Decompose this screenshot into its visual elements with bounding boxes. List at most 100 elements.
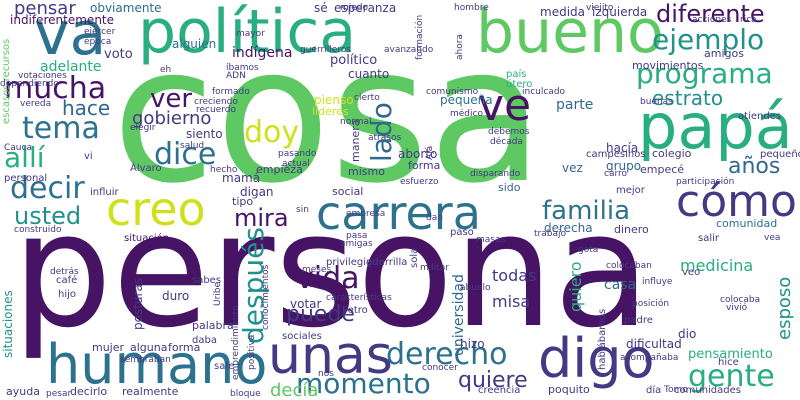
word-quiero: quiero	[566, 261, 585, 312]
word-diferente: diferente	[656, 0, 765, 28]
word-posturas: posturas	[131, 277, 145, 330]
word-ahora: ahora	[455, 34, 465, 60]
word-vereda: vereda	[20, 99, 52, 109]
word-esperanza: esperanza	[334, 1, 397, 15]
word-politico: político	[330, 53, 378, 68]
word-derecha: derecha	[544, 221, 593, 235]
word-miedo: miedo	[340, 3, 369, 13]
word-cosa: cosa	[112, 6, 544, 225]
word-abuelo: abuelo	[460, 283, 491, 293]
word-movimientos: movimientos	[632, 59, 704, 72]
word-pesar: pesar	[46, 389, 72, 399]
word-aja: Ajá	[425, 145, 435, 160]
word-aborto: aborto	[398, 147, 438, 161]
word-duro: duro	[162, 289, 190, 303]
word-colocaba: colocaba	[720, 295, 761, 305]
word-vida: vida	[296, 261, 360, 296]
word-viejito: viejito	[586, 3, 614, 13]
word-decir: decir	[10, 171, 85, 206]
word-dice: dice	[154, 137, 217, 172]
word-situaciones: situaciones	[1, 290, 15, 358]
word-sociales: sociales	[282, 331, 322, 342]
word-social: social	[332, 185, 364, 198]
word-politica: política	[138, 0, 357, 67]
word-conocer: conocer	[422, 363, 458, 373]
word-usted: usted	[14, 202, 82, 230]
word-gota: gota	[578, 245, 599, 255]
word-cierto: cierto	[354, 93, 380, 103]
word-digan: digan	[240, 185, 274, 199]
word-vea: vea	[764, 233, 781, 243]
word-pensar: pensar	[14, 0, 76, 19]
word-tipo: tipo	[232, 195, 254, 208]
word-pequena: pequeña	[440, 93, 493, 107]
word-empieza: empieza	[256, 163, 303, 176]
word-cuanto: cuanto	[348, 67, 390, 81]
word-ejemplo: ejemplo	[652, 23, 765, 56]
word-atrasos: atrasos	[368, 133, 402, 143]
word-ayuda: ayuda	[6, 385, 40, 398]
word-lideres: líderes	[312, 105, 349, 118]
word-pasa: pasa	[346, 231, 368, 241]
word-participacion: participación	[676, 177, 735, 187]
word-anos: años	[728, 154, 781, 179]
word-colocaban: colocaban	[606, 261, 652, 271]
word-comunismo: comunismo	[426, 87, 479, 97]
word-mama: mamá	[222, 171, 261, 185]
word-amigos: amigos	[704, 47, 744, 60]
word-mayor: mayor	[236, 29, 265, 39]
word-acompanaba: acompañaba	[620, 353, 679, 363]
word-dan: dan	[426, 213, 443, 223]
word-avanzando: avanzando	[384, 45, 434, 55]
word-mira: mira	[234, 204, 289, 232]
word-alguna: alguna	[130, 341, 168, 354]
word-colegio: colegio	[652, 147, 692, 160]
word-mujer: mujer	[92, 341, 125, 354]
word-ibamos: íbamos	[226, 63, 259, 73]
word-dificultad: dificultad	[626, 337, 682, 351]
word-nos: nos	[318, 369, 334, 379]
word-esfuerzo: esfuerzo	[400, 177, 439, 187]
word-como: cómo	[676, 176, 797, 227]
word-construido: construido	[14, 225, 62, 235]
word-gobierno: gobierno	[132, 108, 212, 129]
word-bueno: bueno	[476, 0, 664, 67]
word-conocimientos: conocimientos	[261, 264, 271, 330]
word-pais: país	[506, 69, 527, 80]
word-grupo: grupo	[606, 159, 642, 173]
word-campesinos: campesinos	[586, 149, 646, 160]
word-decirlo: decirlo	[70, 385, 108, 398]
word-creencia: creencia	[478, 385, 521, 396]
word-disparando: disparando	[470, 169, 521, 179]
word-actual: actual	[282, 159, 310, 169]
word-salir: salir	[698, 233, 720, 244]
word-trabajo: trabajo	[534, 229, 566, 239]
word-vivio: vivió	[726, 303, 748, 313]
word-quiere: quiere	[458, 368, 528, 393]
word-comunidad: comunidad	[716, 217, 778, 230]
word-inculcado: inculcado	[522, 87, 566, 97]
word-tema: tema	[22, 111, 100, 146]
word-hombre: hombre	[454, 3, 489, 13]
word-adelante: adelante	[40, 59, 102, 75]
word-amigas: amigas	[340, 239, 373, 249]
word-sale: sale	[214, 361, 235, 372]
word-creo: creo	[106, 182, 206, 236]
word-positiva: positiva	[247, 334, 257, 370]
word-familia: familia	[542, 196, 631, 226]
word-hacia: hacía	[606, 141, 639, 155]
word-creciendo: creciendo	[194, 97, 238, 107]
word-todas: todas	[492, 266, 537, 285]
word-obviamente: obviamente	[90, 1, 162, 15]
word-atiendes: atiendes	[738, 111, 782, 122]
word-empresa: empresa	[346, 209, 386, 219]
word-siento: siento	[186, 127, 223, 141]
word-dia: día	[646, 385, 662, 396]
word-puede: puede	[286, 302, 355, 327]
word-tomo: Tomo	[664, 385, 688, 395]
word-cauca: Cauca	[4, 143, 32, 153]
word-caracteristicas: características	[326, 293, 392, 303]
word-poquito: poquito	[548, 383, 590, 396]
word-guerrilla: guerrilla	[366, 257, 408, 268]
